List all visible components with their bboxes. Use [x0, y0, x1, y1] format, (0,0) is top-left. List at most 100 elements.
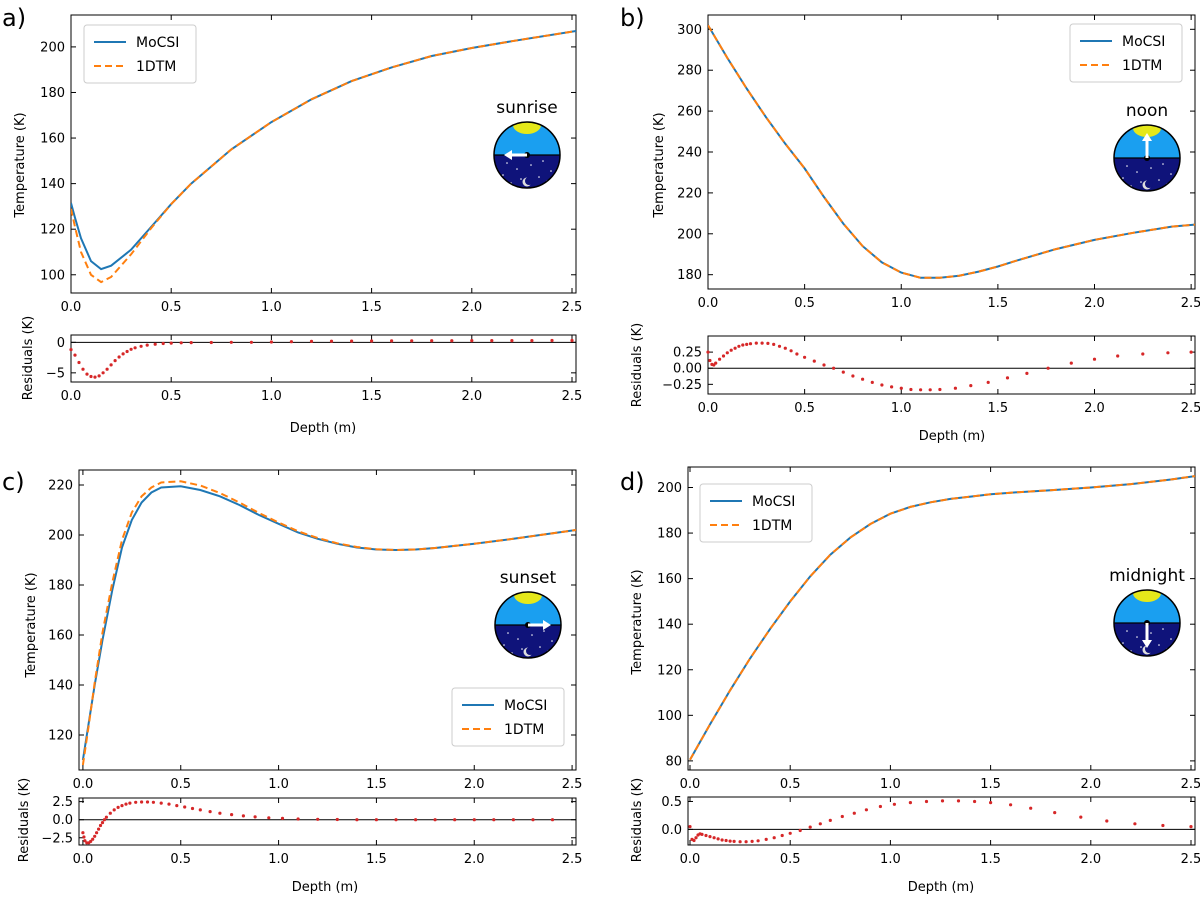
- residual-point: [108, 811, 112, 815]
- residual-point: [267, 816, 271, 820]
- residual-point: [241, 814, 245, 818]
- residual-point: [253, 815, 257, 819]
- residual-point: [878, 804, 883, 809]
- residual-point: [230, 813, 234, 817]
- star-icon: [521, 648, 523, 650]
- star-icon: [531, 634, 533, 636]
- residual-point: [1046, 366, 1050, 370]
- resid-xtick-label: 0.5: [794, 401, 815, 416]
- main-ytick-label: 260: [677, 105, 702, 120]
- residual-point: [433, 818, 437, 822]
- residual-point: [1069, 361, 1073, 365]
- moon-shadow: [525, 177, 533, 185]
- main-ytick-label: 200: [40, 40, 65, 55]
- series-line-mocsi: [71, 30, 576, 271]
- main-ytick-label: 100: [40, 268, 65, 283]
- resid-ytick-label: 2.5: [52, 795, 73, 810]
- residual-point: [724, 838, 728, 843]
- series-line-1dtm: [81, 480, 576, 766]
- residual-point: [956, 799, 961, 803]
- residual-point: [85, 372, 89, 376]
- star-icon: [1162, 628, 1164, 630]
- scene-outline: [1113, 589, 1181, 657]
- residual-point: [744, 840, 748, 844]
- residual-point: [355, 818, 359, 822]
- legend-box: [451, 687, 565, 747]
- residual-y-axis-label: Residuals (K): [630, 778, 645, 862]
- residual-point: [316, 817, 320, 821]
- residual-point: [694, 836, 698, 840]
- star-icon: [1136, 636, 1138, 638]
- main-ytick-label: 100: [657, 709, 682, 724]
- main-xtick-label: 0.5: [780, 777, 801, 792]
- star-icon: [1126, 165, 1128, 167]
- panel-label: b): [620, 4, 645, 32]
- y-axis-label: Temperature (K): [630, 569, 645, 675]
- residual-point: [938, 387, 942, 392]
- arrow-head-icon: [504, 150, 512, 160]
- y-axis-label: Temperature (K): [652, 112, 667, 218]
- resid-xtick-label: 1.0: [891, 401, 912, 416]
- residual-point: [492, 818, 496, 822]
- star-icon: [1170, 638, 1172, 640]
- residual-point: [550, 818, 555, 822]
- main-ytick-label: 80: [665, 754, 682, 769]
- residual-point: [1053, 811, 1057, 815]
- residual-point: [940, 799, 945, 803]
- resid-xtick-label: 0.5: [780, 852, 801, 867]
- scene-label: noon: [1126, 101, 1168, 121]
- residual-point: [1025, 371, 1029, 375]
- legend-entry: 1DTM: [136, 59, 176, 75]
- residual-point: [795, 352, 799, 356]
- resid-ytick-label: 0.0: [52, 813, 73, 828]
- star-icon: [543, 630, 545, 632]
- residual-point: [97, 374, 101, 378]
- residual-point: [732, 839, 736, 844]
- y-axis-label: Temperature (K): [13, 112, 28, 218]
- residual-point: [101, 371, 105, 375]
- residual-point: [370, 339, 374, 343]
- resid-ytick-label: −5: [46, 366, 65, 381]
- residual-point: [89, 839, 93, 844]
- residual-point: [909, 387, 913, 392]
- residual-point: [77, 360, 81, 365]
- main-xtick-label: 0.0: [61, 300, 82, 315]
- residual-point: [1116, 354, 1120, 358]
- sun-icon: [514, 592, 542, 604]
- main-frame: [78, 469, 577, 771]
- residual-point: [145, 343, 149, 347]
- series-group: [708, 24, 1195, 279]
- residual-point: [1133, 822, 1137, 826]
- residual-point: [113, 359, 117, 363]
- residual-point: [153, 342, 157, 346]
- residual-point: [708, 835, 712, 839]
- resid-frame: [70, 334, 577, 383]
- residual-point: [69, 348, 73, 352]
- residual-point: [120, 804, 124, 808]
- series-line-1dtm: [689, 475, 1195, 761]
- residual-point: [570, 338, 574, 343]
- residual-point: [1079, 815, 1083, 819]
- resid-frame: [687, 796, 1196, 846]
- star-icon: [538, 176, 540, 178]
- residual-point: [1005, 376, 1010, 380]
- main-ytick-label: 220: [677, 186, 702, 201]
- resid-ytick-label: 0.0: [661, 823, 682, 838]
- main-xtick-label: 2.0: [464, 777, 485, 792]
- main-ytick-label: 160: [40, 132, 65, 147]
- residual-point: [95, 831, 99, 835]
- residual-point: [490, 339, 494, 343]
- residual-point: [183, 805, 187, 809]
- residual-point: [280, 816, 285, 821]
- main-ytick-label: 140: [657, 618, 682, 633]
- residual-point: [973, 799, 977, 804]
- residual-point: [335, 817, 339, 822]
- scene-outline: [1113, 124, 1181, 192]
- residual-point: [218, 811, 222, 815]
- residual-point: [789, 349, 793, 353]
- main-xtick-label: 1.0: [880, 777, 901, 792]
- residual-point: [189, 341, 193, 345]
- residual-point: [190, 806, 195, 811]
- residual-plot: 0.0 0.5 1.0 1.5 2.0 2.5 0.250.00−0.25 Residuals…: [630, 323, 1200, 444]
- residual-point: [1029, 806, 1033, 810]
